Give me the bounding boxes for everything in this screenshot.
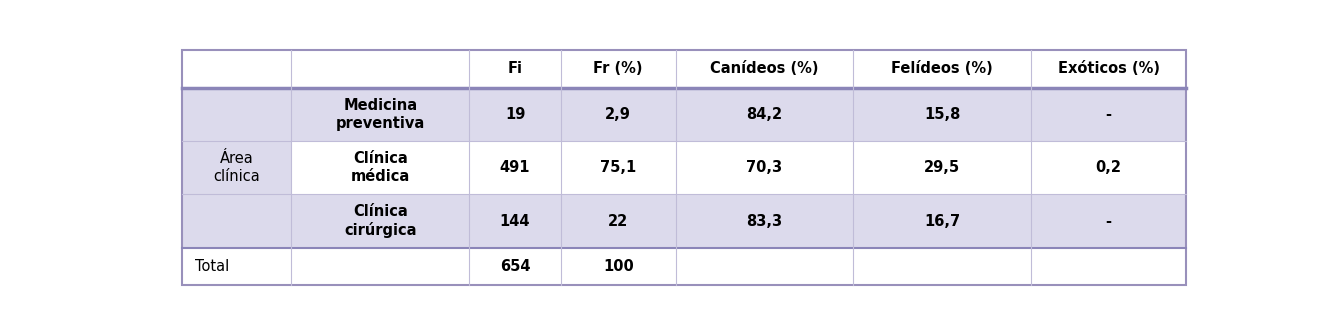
- Text: Área
clínica: Área clínica: [214, 151, 260, 184]
- Text: 15,8: 15,8: [924, 107, 960, 122]
- Bar: [1031, 141, 1185, 194]
- Text: Total: Total: [195, 259, 230, 274]
- Bar: [183, 88, 291, 248]
- Bar: [469, 194, 561, 248]
- Text: 654: 654: [499, 259, 530, 274]
- Bar: [291, 88, 469, 141]
- Text: -: -: [1105, 213, 1112, 228]
- Bar: [1031, 194, 1185, 248]
- Text: Clínica
médica: Clínica médica: [351, 151, 410, 184]
- Bar: [469, 88, 561, 141]
- Bar: [561, 141, 676, 194]
- Bar: [561, 194, 676, 248]
- Text: 16,7: 16,7: [924, 213, 960, 228]
- Bar: [183, 248, 1185, 285]
- Text: -: -: [1105, 107, 1112, 122]
- Text: Felídeos (%): Felídeos (%): [892, 61, 993, 76]
- Text: 83,3: 83,3: [746, 213, 782, 228]
- Text: 491: 491: [499, 160, 530, 175]
- Text: 84,2: 84,2: [746, 107, 782, 122]
- Text: 75,1: 75,1: [601, 160, 637, 175]
- Bar: [853, 194, 1031, 248]
- Bar: [676, 141, 853, 194]
- Bar: [853, 88, 1031, 141]
- Text: Clínica
cirúrgica: Clínica cirúrgica: [344, 204, 417, 238]
- Bar: [183, 50, 1185, 88]
- Text: Fr (%): Fr (%): [594, 61, 643, 76]
- Bar: [469, 141, 561, 194]
- Bar: [561, 88, 676, 141]
- Text: 144: 144: [499, 213, 530, 228]
- Text: 19: 19: [505, 107, 525, 122]
- Text: 29,5: 29,5: [924, 160, 960, 175]
- Text: 22: 22: [609, 213, 629, 228]
- Text: 100: 100: [603, 259, 634, 274]
- Text: Exóticos (%): Exóticos (%): [1057, 61, 1160, 76]
- Text: Fi: Fi: [507, 61, 522, 76]
- Text: 70,3: 70,3: [746, 160, 782, 175]
- Bar: [853, 141, 1031, 194]
- Text: 2,9: 2,9: [605, 107, 631, 122]
- Text: 0,2: 0,2: [1096, 160, 1121, 175]
- Bar: [291, 194, 469, 248]
- Bar: [676, 194, 853, 248]
- Text: Canídeos (%): Canídeos (%): [710, 61, 818, 76]
- Bar: [291, 141, 469, 194]
- Text: Medicina
preventiva: Medicina preventiva: [335, 98, 425, 130]
- Bar: [1031, 88, 1185, 141]
- Bar: [676, 88, 853, 141]
